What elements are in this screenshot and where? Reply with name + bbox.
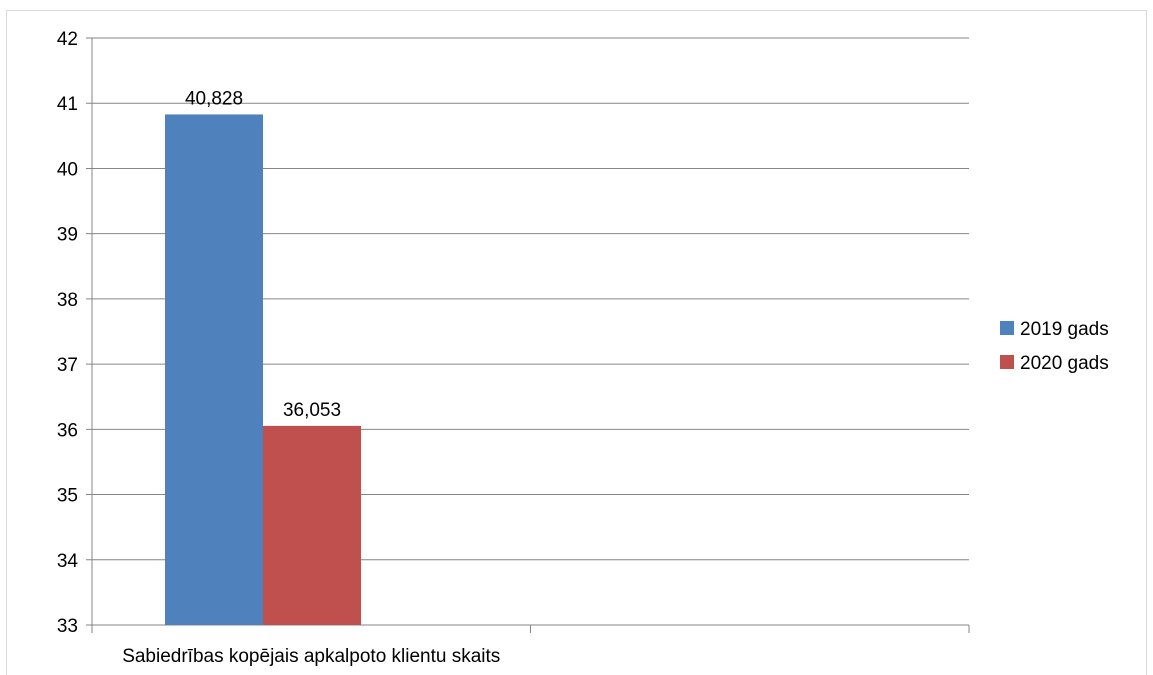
y-tick-label: 37 <box>57 355 78 376</box>
y-tick-label: 36 <box>57 420 78 441</box>
data-label: 40,828 <box>185 88 243 109</box>
y-axis: 33 34 35 36 37 38 39 40 41 42 <box>57 29 93 637</box>
data-label: 36,053 <box>283 400 341 421</box>
y-tick-label: 42 <box>57 29 78 50</box>
bar-2019-gads <box>165 114 263 626</box>
y-tick-label: 33 <box>57 616 78 637</box>
y-tick-label: 41 <box>57 94 78 115</box>
y-tick-label: 38 <box>57 290 78 311</box>
legend: 2019 gads 2020 gads <box>1000 319 1109 374</box>
y-tick-label: 35 <box>57 486 78 507</box>
legend-label: 2019 gads <box>1020 319 1109 340</box>
y-tick-label: 40 <box>57 159 78 180</box>
bar-2020-gads <box>263 425 361 625</box>
chart-frame <box>6 10 1147 675</box>
y-tick-label: 34 <box>57 551 79 572</box>
data-labels: 40,828 36,053 <box>185 88 341 420</box>
x-category-label: Sabiedrības kopējais apkalpoto klientu s… <box>122 646 500 667</box>
x-axis: Sabiedrības kopējais apkalpoto klientu s… <box>91 624 970 667</box>
y-tick-label: 39 <box>57 225 78 246</box>
legend-swatch <box>1000 355 1014 369</box>
legend-label: 2020 gads <box>1020 353 1109 374</box>
bars <box>165 114 361 626</box>
legend-swatch <box>1000 321 1014 335</box>
